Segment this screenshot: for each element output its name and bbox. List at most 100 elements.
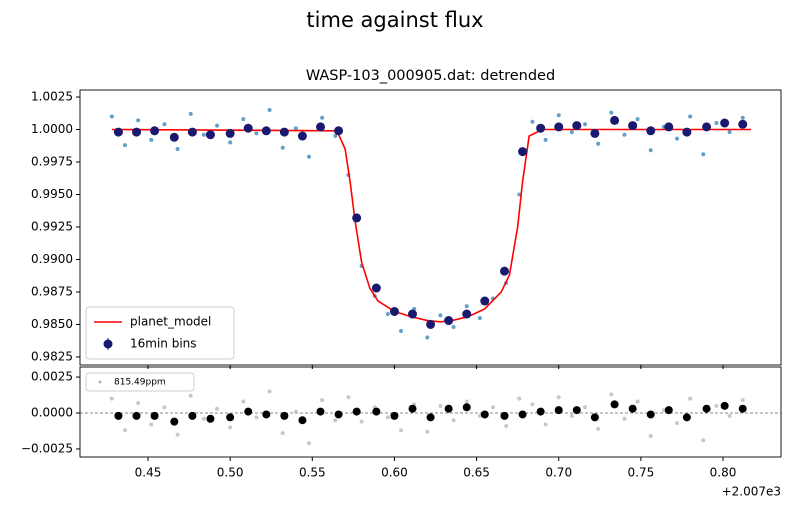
binned-point	[389, 306, 399, 316]
data-point	[648, 434, 653, 439]
binned-point	[408, 309, 418, 319]
binned-point	[426, 413, 435, 422]
data-point	[688, 396, 693, 401]
y-tick-label: 1.0025	[31, 90, 73, 104]
legend-label: 16min bins	[130, 337, 197, 351]
binned-point	[187, 127, 197, 137]
y-tick-label: 0.9900	[31, 252, 73, 266]
binned-point	[572, 121, 582, 131]
y-tick-label: 0.0025	[31, 370, 73, 384]
legend-box	[85, 306, 235, 360]
data-point	[188, 111, 193, 116]
data-point	[346, 395, 351, 400]
binned-point	[114, 411, 123, 420]
data-point	[188, 393, 193, 398]
binned-point	[244, 407, 253, 416]
data-point	[385, 415, 390, 420]
binned-point	[572, 406, 581, 415]
binned-point	[628, 121, 638, 131]
data-point	[727, 413, 732, 418]
data-point	[740, 115, 745, 120]
data-point	[438, 403, 443, 408]
data-point	[307, 441, 312, 446]
data-point	[215, 406, 220, 411]
binned-point	[554, 406, 563, 415]
data-point	[425, 429, 430, 434]
x-tick-label: 0.80	[710, 466, 737, 480]
binned-point	[664, 406, 673, 415]
data-point	[464, 304, 469, 309]
binned-point	[518, 147, 528, 157]
x-tick-label: 0.70	[545, 466, 572, 480]
data-point	[596, 141, 601, 146]
data-point	[451, 418, 456, 423]
legend-label: 815.49ppm	[114, 378, 166, 388]
binned-point	[702, 404, 711, 413]
data-point	[622, 416, 627, 421]
binned-point	[500, 411, 509, 420]
data-point	[701, 438, 706, 443]
data-point	[123, 143, 128, 148]
data-point	[714, 403, 719, 408]
data-point	[254, 415, 259, 420]
data-point	[333, 418, 338, 423]
binned-point	[226, 413, 235, 422]
data-point	[635, 399, 640, 404]
binned-point	[444, 316, 454, 326]
binned-point	[590, 413, 599, 422]
data-point	[556, 395, 561, 400]
binned-point	[408, 404, 417, 413]
data-point	[701, 152, 706, 157]
data-point	[201, 132, 206, 137]
data-point	[385, 312, 390, 317]
model-line	[111, 128, 751, 323]
binned-point	[480, 410, 489, 419]
binned-point	[720, 401, 729, 410]
data-point	[425, 335, 430, 340]
binned-point	[646, 126, 656, 136]
data-point	[477, 315, 482, 320]
x-offset-label: +2.007e3	[722, 485, 781, 499]
data-point	[241, 117, 246, 122]
binned-point	[390, 411, 399, 420]
binned-point	[352, 407, 361, 416]
x-tick-label: 0.60	[381, 466, 408, 480]
data-point	[609, 110, 614, 115]
binned-point	[610, 400, 619, 409]
data-point	[569, 413, 574, 418]
data-point	[451, 325, 456, 330]
data-point	[162, 122, 167, 127]
data-point	[596, 426, 601, 431]
binned-point	[334, 410, 343, 419]
data-point	[648, 148, 653, 153]
binned-point	[334, 126, 344, 136]
binned-point	[682, 127, 692, 137]
data-point	[464, 399, 469, 404]
binned-point	[462, 403, 471, 412]
binned-point	[444, 404, 453, 413]
axes-frame	[79, 366, 782, 458]
binned-point	[536, 407, 545, 416]
y-tick-label: 0.9975	[31, 154, 73, 168]
binned-point	[554, 122, 564, 132]
y-tick-label: 0.9825	[31, 349, 73, 363]
data-point	[543, 137, 548, 142]
data-point	[530, 119, 535, 124]
binned-point	[170, 417, 179, 426]
data-point	[399, 328, 404, 333]
binned-point	[262, 410, 271, 419]
data-point	[175, 147, 180, 152]
data-point	[727, 130, 732, 135]
data-point	[675, 136, 680, 141]
axes-title: WASP-103_000905.dat: detrended	[306, 68, 555, 84]
binned-point	[205, 130, 215, 140]
data-point	[556, 113, 561, 118]
data-point	[675, 421, 680, 426]
data-point	[320, 398, 325, 403]
data-point	[149, 137, 154, 142]
data-point	[267, 389, 272, 394]
binned-point	[518, 410, 527, 419]
binned-point	[702, 122, 712, 132]
y-tick-label: 0.9950	[31, 187, 73, 201]
